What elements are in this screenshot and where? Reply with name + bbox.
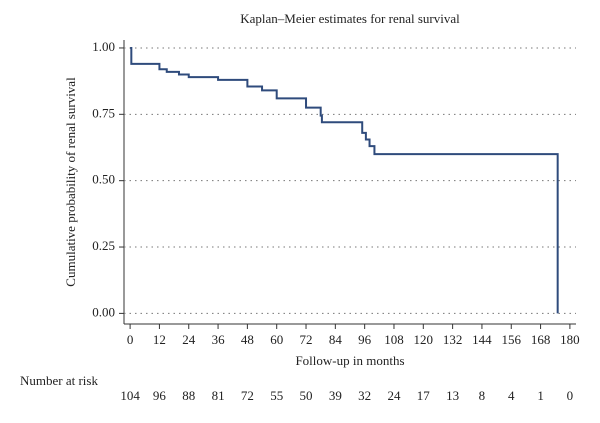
x-tick-label: 132 — [443, 332, 463, 347]
x-tick-label: 84 — [329, 332, 343, 347]
y-tick-label: 0.50 — [92, 172, 115, 187]
x-tick-label: 180 — [560, 332, 580, 347]
x-tick-label: 60 — [270, 332, 283, 347]
x-tick-label: 96 — [358, 332, 372, 347]
risk-value: 24 — [387, 388, 401, 403]
y-axis-label: Cumulative probability of renal survival — [63, 77, 78, 287]
x-axis-label: Follow-up in months — [295, 353, 404, 368]
chart-title: Kaplan–Meier estimates for renal surviva… — [240, 11, 460, 26]
risk-value: 88 — [182, 388, 195, 403]
risk-value: 32 — [358, 388, 371, 403]
risk-value: 13 — [446, 388, 459, 403]
x-tick-label: 144 — [472, 332, 492, 347]
y-tick-label: 0.00 — [92, 304, 115, 319]
risk-label: Number at risk — [20, 373, 98, 388]
x-tick-label: 108 — [384, 332, 404, 347]
risk-value: 81 — [212, 388, 225, 403]
y-tick-label: 0.75 — [92, 105, 115, 120]
survival-curve — [130, 46, 559, 314]
risk-value: 0 — [567, 388, 574, 403]
x-tick-label: 24 — [182, 332, 196, 347]
risk-value: 104 — [120, 388, 140, 403]
risk-value: 1 — [537, 388, 544, 403]
risk-value: 4 — [508, 388, 515, 403]
x-tick-label: 36 — [212, 332, 226, 347]
x-tick-label: 168 — [531, 332, 551, 347]
x-tick-label: 72 — [300, 332, 313, 347]
risk-value: 96 — [153, 388, 167, 403]
x-tick-label: 12 — [153, 332, 166, 347]
x-tick-label: 120 — [414, 332, 434, 347]
y-tick-label: 0.25 — [92, 238, 115, 253]
risk-value: 72 — [241, 388, 254, 403]
risk-value: 39 — [329, 388, 342, 403]
risk-value: 17 — [417, 388, 431, 403]
x-tick-label: 48 — [241, 332, 254, 347]
y-tick-label: 1.00 — [92, 39, 115, 54]
risk-value: 8 — [479, 388, 486, 403]
risk-value: 55 — [270, 388, 283, 403]
x-tick-label: 0 — [127, 332, 134, 347]
risk-value: 50 — [300, 388, 313, 403]
x-tick-label: 156 — [502, 332, 522, 347]
